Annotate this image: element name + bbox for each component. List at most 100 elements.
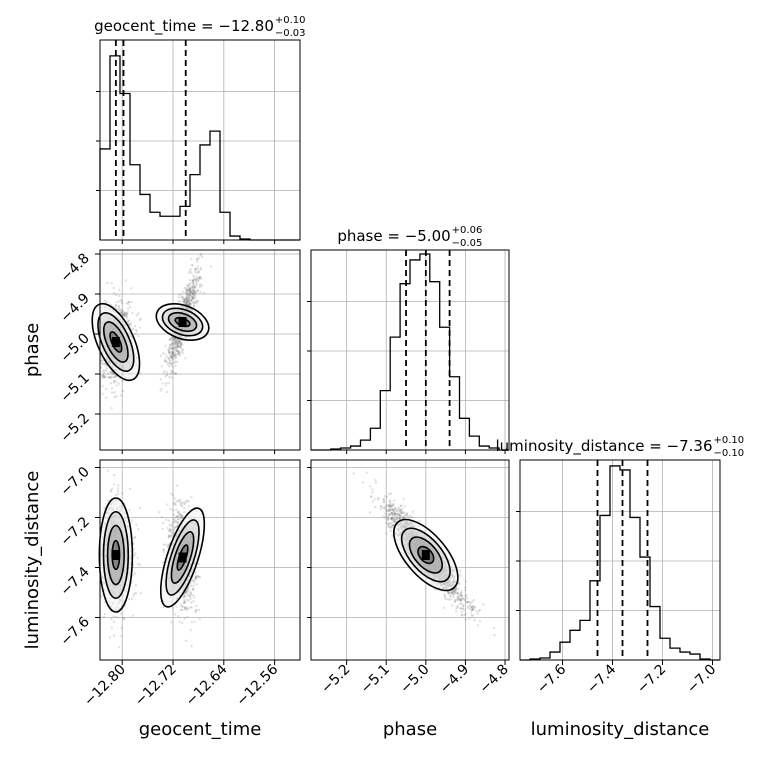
sample-point <box>107 499 110 502</box>
sample-point <box>174 349 177 352</box>
sample-point <box>393 513 396 516</box>
sample-point <box>389 499 392 502</box>
sample-point <box>188 289 191 292</box>
sample-point <box>168 347 171 350</box>
sample-point <box>130 287 133 290</box>
sample-point <box>173 342 176 345</box>
sample-point <box>183 298 186 301</box>
sample-point <box>168 358 171 361</box>
sample-point <box>129 322 132 325</box>
sample-point <box>121 616 124 619</box>
sample-point <box>172 607 175 610</box>
sample-point <box>195 583 198 586</box>
sample-point <box>376 498 379 501</box>
sample-point <box>203 291 206 294</box>
sample-point <box>451 604 454 607</box>
sample-point <box>159 389 162 392</box>
sample-point <box>124 279 127 282</box>
sample-point <box>180 515 183 518</box>
sample-point <box>184 297 187 300</box>
sample-point <box>178 620 181 623</box>
sample-point <box>178 339 181 342</box>
panel-background <box>520 460 720 660</box>
sample-point <box>174 356 177 359</box>
sample-point <box>171 350 174 353</box>
sample-point <box>168 376 171 379</box>
sample-point <box>186 303 189 306</box>
sample-point <box>190 496 193 499</box>
sample-point <box>181 501 184 504</box>
sample-point <box>117 616 120 619</box>
sample-point <box>401 508 404 511</box>
sample-point <box>168 362 171 365</box>
sample-point <box>177 344 180 347</box>
sample-point <box>180 295 183 298</box>
sample-point <box>464 589 467 592</box>
sample-point <box>459 607 462 610</box>
sample-point <box>163 360 166 363</box>
sample-point <box>172 339 175 342</box>
sample-point <box>105 369 108 372</box>
sample-point <box>185 587 188 590</box>
sample-point <box>110 610 113 613</box>
sample-point <box>179 498 182 501</box>
sample-point <box>188 593 191 596</box>
sample-point <box>180 608 183 611</box>
sample-point <box>371 488 374 491</box>
sample-point <box>171 347 174 350</box>
sample-point <box>384 512 387 515</box>
sample-point <box>113 474 116 477</box>
sample-point <box>104 363 107 366</box>
sample-point <box>108 376 111 379</box>
sample-point <box>190 298 193 301</box>
sample-point <box>493 634 496 637</box>
sample-point <box>185 299 188 302</box>
sample-point <box>169 528 172 531</box>
sample-point <box>173 336 176 339</box>
sample-point <box>172 346 175 349</box>
sample-point <box>192 278 195 281</box>
sample-point <box>463 598 466 601</box>
sample-point <box>173 342 176 345</box>
sample-point <box>387 523 390 526</box>
sample-point <box>457 597 460 600</box>
sample-point <box>186 608 189 611</box>
sample-point <box>185 590 188 593</box>
sample-point <box>185 297 188 300</box>
sample-point <box>402 516 405 519</box>
sample-point <box>171 342 174 345</box>
sample-point <box>118 306 121 309</box>
sample-point <box>187 293 190 296</box>
sample-point <box>163 557 166 560</box>
sample-point <box>190 594 193 597</box>
sample-point <box>172 529 175 532</box>
sample-point <box>173 338 176 341</box>
sample-point <box>471 614 474 617</box>
sample-point <box>138 506 141 509</box>
sample-point <box>186 289 189 292</box>
sample-point <box>193 278 196 281</box>
sample-point <box>114 304 117 307</box>
sample-point <box>178 513 181 516</box>
sample-point <box>183 287 186 290</box>
sample-point <box>189 305 192 308</box>
sample-point <box>453 600 456 603</box>
sample-point <box>163 370 166 373</box>
sample-point <box>173 526 176 529</box>
sample-point <box>387 525 390 528</box>
sample-point <box>177 524 180 527</box>
sample-point <box>117 305 120 308</box>
sample-point <box>168 344 171 347</box>
sample-point <box>473 618 476 621</box>
sample-point <box>109 382 112 385</box>
sample-point <box>196 278 199 281</box>
sample-point <box>178 339 181 342</box>
sample-point <box>385 521 388 524</box>
sample-point <box>192 581 195 584</box>
sample-point <box>198 270 201 273</box>
sample-point <box>453 600 456 603</box>
sample-point <box>177 352 180 355</box>
sample-point <box>121 302 124 305</box>
sample-point <box>187 288 190 291</box>
sample-point <box>464 586 467 589</box>
